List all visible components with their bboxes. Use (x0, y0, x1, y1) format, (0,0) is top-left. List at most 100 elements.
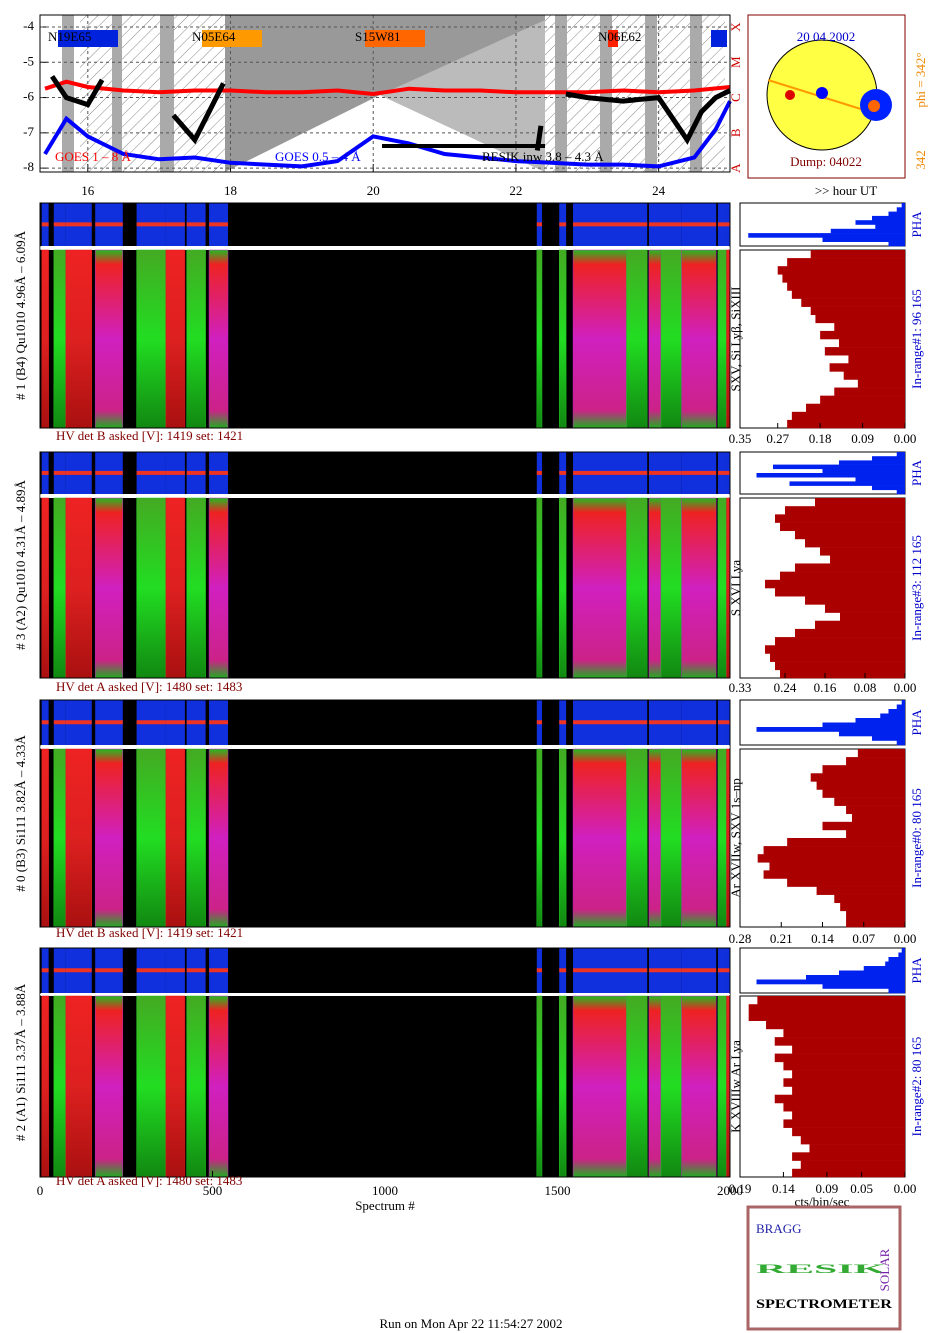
profile-bar (780, 571, 905, 581)
profile-bar (839, 339, 905, 348)
spectrum-segment (660, 748, 682, 928)
profile-bar (795, 628, 905, 638)
profile-tick-label: 0.09 (815, 1181, 838, 1196)
spectrum-segment (626, 748, 648, 928)
logo-frame (746, 1205, 902, 1331)
lines-label: K XVIIIw Ar Lya (728, 1040, 743, 1133)
spectrum-segment (41, 748, 49, 928)
annotation: S15W81 (355, 29, 401, 44)
pha-bar (901, 700, 905, 705)
profile-bar (748, 1004, 905, 1013)
pha-line (65, 720, 92, 725)
profile-bar (792, 1168, 905, 1178)
profile-bar (783, 1078, 905, 1087)
pha-bar (896, 207, 905, 212)
x-tick-label: 24 (652, 183, 666, 198)
inrange-label: In-range#3: 112 165 (909, 535, 924, 641)
profile-bar (791, 290, 905, 299)
spectrum-segment (648, 497, 662, 679)
pha-line (536, 470, 542, 475)
pha-line (136, 720, 166, 725)
spectrum-segment (208, 497, 229, 679)
profile-tick-label: 0.21 (770, 931, 793, 946)
profile-bar (792, 1111, 905, 1120)
x-tick-label: 500 (203, 1183, 223, 1198)
pha-line (726, 470, 730, 475)
pha-line (165, 222, 185, 227)
legend-box (711, 30, 727, 47)
profile-bar (783, 1119, 905, 1128)
y-tick-label: -6 (23, 89, 34, 104)
spectrum-segment (186, 497, 206, 679)
pha-line (186, 720, 206, 725)
pha-line (717, 222, 727, 227)
pha-line (53, 222, 66, 227)
profile-bar (824, 347, 905, 356)
x-tick-label: 1000 (372, 1183, 398, 1198)
profile-bar (795, 563, 905, 572)
detector-label: # 0 (B3) Si111 3.82Å – 4.33Å (13, 735, 28, 892)
pha-line (661, 222, 682, 227)
profile-bar (834, 797, 905, 806)
x-tick-label: 18 (224, 183, 237, 198)
pha-line (681, 470, 717, 475)
pha-bar (888, 957, 905, 962)
profile-bar (830, 555, 905, 564)
profile-bar (783, 1061, 905, 1071)
pha-line (661, 470, 682, 475)
x-axis-title: Spectrum # (355, 1198, 415, 1213)
pha-bar (855, 477, 905, 482)
spectrum-segment (186, 748, 206, 928)
phi-small: 342 (913, 150, 928, 170)
profile-bar (810, 773, 905, 782)
profile-tick-label: 0.00 (894, 1181, 917, 1196)
pha-line (209, 470, 229, 475)
pha-bar (756, 727, 905, 732)
profile-bar (834, 894, 905, 904)
profile-bar (834, 387, 905, 396)
pha-line (573, 470, 627, 475)
spectrum-segment (558, 748, 567, 928)
spectrum-segment (536, 249, 543, 429)
pha-line (536, 222, 542, 227)
detector-label: # 1 (B4) Qu1010 4.96Å – 6.09Å (13, 230, 28, 400)
x-unit: >> hour UT (815, 183, 877, 198)
annotation-box (58, 30, 118, 47)
hv-label: HV det B asked [V]: 1419 set: 1421 (56, 925, 243, 940)
series-line (44, 79, 731, 97)
pha-line (186, 968, 206, 973)
spectrum-segment (572, 249, 627, 429)
profile-bar (766, 1020, 905, 1030)
class-label: X (728, 22, 743, 32)
pha-line (41, 720, 49, 725)
pha-bar (789, 481, 905, 486)
pha-line (41, 968, 49, 973)
profile-bar (791, 411, 905, 421)
spectrum-segment (136, 995, 167, 1178)
legend-entry: GOES 0.5 – 4 Å (275, 149, 361, 164)
lines-label: SXV, Si Lyβ, SiXIII (728, 287, 743, 392)
spectrum-segment (65, 249, 92, 429)
profile-bar (785, 506, 905, 515)
profile-bar (809, 1144, 905, 1153)
pha-line (573, 222, 627, 227)
spectrum-segment (572, 995, 627, 1178)
profile-tick-label: 0.05 (850, 1181, 873, 1196)
profile-bar (815, 314, 905, 324)
profile-bar (792, 1070, 905, 1079)
profile-bar (774, 1053, 905, 1063)
profile-bar (777, 266, 905, 275)
pha-line (95, 470, 123, 475)
pha-line (209, 968, 229, 973)
pha-line (53, 720, 66, 725)
pha-line (165, 968, 185, 973)
pha-bar (888, 709, 905, 714)
pha-line (681, 968, 717, 973)
spectrum-segment (165, 497, 186, 679)
pha-bar (872, 485, 905, 491)
pha-line (209, 720, 229, 725)
pha-bar (756, 473, 905, 478)
profile-bar (840, 902, 905, 912)
pha-bar (885, 961, 905, 967)
pha-bar (748, 233, 905, 238)
